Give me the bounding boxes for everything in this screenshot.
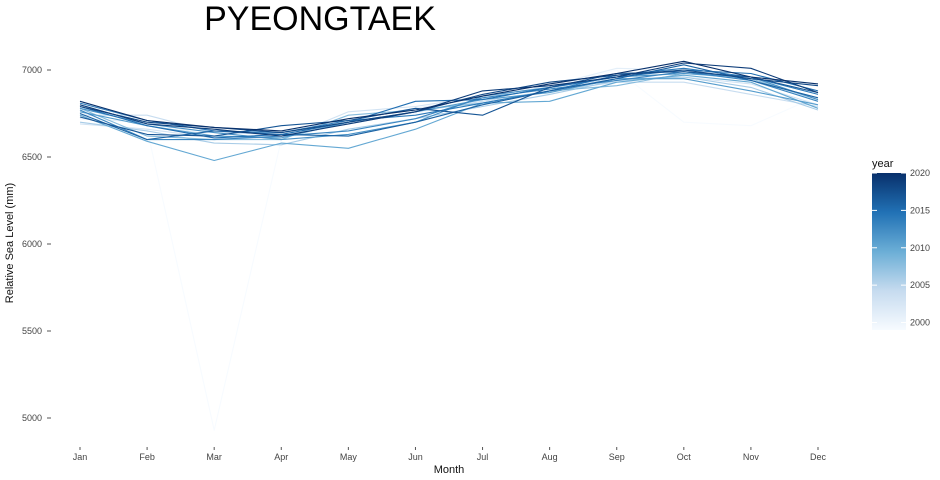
y-tick-label: 7000: [22, 65, 42, 75]
x-tick-label: Sep: [609, 452, 625, 462]
series-line-2006: [79, 76, 819, 146]
y-tick-label: 6000: [22, 239, 42, 249]
x-tick-label: Dec: [810, 452, 827, 462]
series-line-2010: [79, 74, 819, 162]
y-tick-label: 6500: [22, 152, 42, 162]
x-tick-label: Jun: [408, 452, 423, 462]
y-axis: 5000 5500 6000 6500 7000: [22, 65, 51, 423]
x-tick-label: Aug: [542, 452, 558, 462]
legend-tick-label: 2015: [910, 205, 930, 215]
legend-ticks: 2000 2005 2010 2015 2020: [872, 168, 930, 328]
legend-tick-label: 2005: [910, 280, 930, 290]
legend-colorbar: [872, 173, 906, 330]
series-line-2020: [79, 60, 819, 132]
series-line-2014: [79, 67, 819, 134]
y-tick-label: 5500: [22, 326, 42, 336]
legend-tick-label: 2000: [910, 318, 930, 328]
series-line-2013: [79, 71, 819, 141]
x-tick-label: Apr: [274, 452, 288, 462]
legend-tick-label: 2010: [910, 243, 930, 253]
x-tick-label: Jul: [477, 452, 489, 462]
x-axis: Jan Feb Mar Apr May Jun Jul Aug Sep Oct Nov Dec: [73, 447, 827, 462]
x-axis-title: Month: [434, 464, 465, 476]
legend-title: year: [872, 158, 894, 170]
series-lines: [79, 60, 819, 431]
series-line-1999: [79, 69, 819, 431]
chart-title: PYEONGTAEK: [204, 0, 436, 38]
x-tick-label: Oct: [677, 452, 692, 462]
series-line-2016: [79, 64, 819, 141]
legend-tick-label: 2020: [910, 168, 930, 178]
legend: year 2000 2005 2010 2015 2020: [872, 158, 930, 330]
y-axis-title: Relative Sea Level (mm): [4, 183, 16, 303]
y-tick-label: 5000: [22, 413, 42, 423]
x-tick-label: Feb: [139, 452, 155, 462]
series-line-2011: [79, 78, 819, 139]
x-tick-label: Nov: [743, 452, 760, 462]
series-line-2017: [79, 71, 819, 137]
x-tick-label: May: [340, 452, 358, 462]
x-tick-label: Mar: [206, 452, 222, 462]
x-tick-label: Jan: [73, 452, 88, 462]
